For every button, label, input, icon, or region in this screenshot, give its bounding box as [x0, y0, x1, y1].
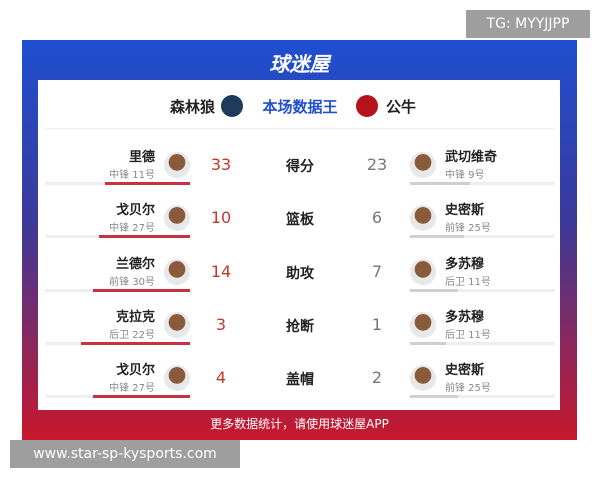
stat-value: 14 [210, 261, 232, 281]
footer: 更多数据统计，请使用球迷屋APP [210, 417, 389, 431]
player-position: 前锋 30号 [109, 276, 155, 288]
stat-bar [410, 182, 470, 185]
stat-bar [410, 288, 459, 292]
bar-track [410, 182, 555, 185]
player-name: 多苏穆 [445, 309, 485, 325]
home-team: 森林狼 [169, 98, 215, 116]
player-position: 中锋 9号 [445, 170, 485, 181]
stat-name: 抢断 [286, 318, 314, 335]
stat-value: 7 [371, 261, 383, 281]
panel [38, 80, 560, 410]
bar-track [410, 341, 555, 345]
player-name: 戈贝尔 [115, 203, 155, 219]
player-avatar [164, 365, 190, 392]
header-title: 本场数据王 [262, 98, 338, 116]
player-position: 中锋 27号 [109, 223, 155, 235]
stat-bar [410, 395, 459, 399]
stat-value: 4 [215, 368, 227, 388]
player-avatar [410, 152, 436, 178]
bar-track [410, 288, 555, 292]
stat-value: 1 [371, 314, 383, 334]
player-name: 里德 [128, 150, 155, 165]
player-name: 戈贝尔 [115, 363, 155, 379]
watermark: www.star-sp-kysports.com [10, 440, 240, 468]
stat-bar [104, 182, 190, 185]
stat-bar [99, 235, 190, 239]
stat-value: 10 [210, 208, 232, 228]
player-position: 前锋 25号 [445, 383, 491, 395]
player-name: 史密斯 [445, 363, 485, 379]
stat-name: 盖帽 [286, 372, 314, 389]
player-name: 史密斯 [445, 203, 485, 219]
stat-value: 2 [371, 368, 383, 388]
stat-bar [93, 288, 190, 292]
player-name: 克拉克 [115, 309, 155, 325]
stat-bar [410, 341, 447, 345]
team-logo [356, 95, 378, 117]
player-position: 中锋 11号 [109, 170, 155, 181]
watermark: TG: MYYJJPP [466, 10, 590, 38]
stat-name: 助攻 [286, 265, 314, 282]
player-position: 后卫 11号 [445, 276, 491, 288]
stat-value: 33 [210, 155, 232, 174]
divider [45, 128, 555, 129]
player-position: 后卫 11号 [445, 329, 491, 341]
player-avatar [164, 205, 190, 232]
player-avatar [410, 311, 436, 338]
player-position: 后卫 22号 [109, 329, 155, 341]
stat-name: 得分 [286, 159, 314, 175]
stat-bar [81, 341, 190, 345]
stat-name: 篮板 [286, 212, 314, 229]
player-name: 多苏穆 [445, 256, 485, 272]
card: 球迷屋 更多数据统计，请使用球迷屋APP [22, 40, 577, 440]
player-avatar [410, 258, 436, 285]
bar-track [410, 395, 555, 399]
player-name: 武切维奇 [445, 150, 498, 165]
player-position: 中锋 27号 [109, 383, 155, 395]
stat-value: 3 [215, 314, 227, 334]
player-avatar [164, 258, 190, 285]
stat-bar [93, 395, 190, 399]
player-avatar [410, 205, 436, 232]
stat-value: 6 [371, 208, 383, 228]
team-logo [221, 95, 243, 117]
bar-track [410, 235, 555, 239]
stat-bar [410, 235, 465, 239]
away-team: 公牛 [386, 98, 417, 116]
brand: 球迷屋 [269, 52, 330, 76]
stat-value: 23 [366, 155, 388, 174]
player-avatar [164, 152, 190, 178]
player-position: 前锋 25号 [445, 223, 491, 235]
player-name: 兰德尔 [115, 256, 155, 272]
player-avatar [164, 311, 190, 338]
player-avatar [410, 365, 436, 392]
